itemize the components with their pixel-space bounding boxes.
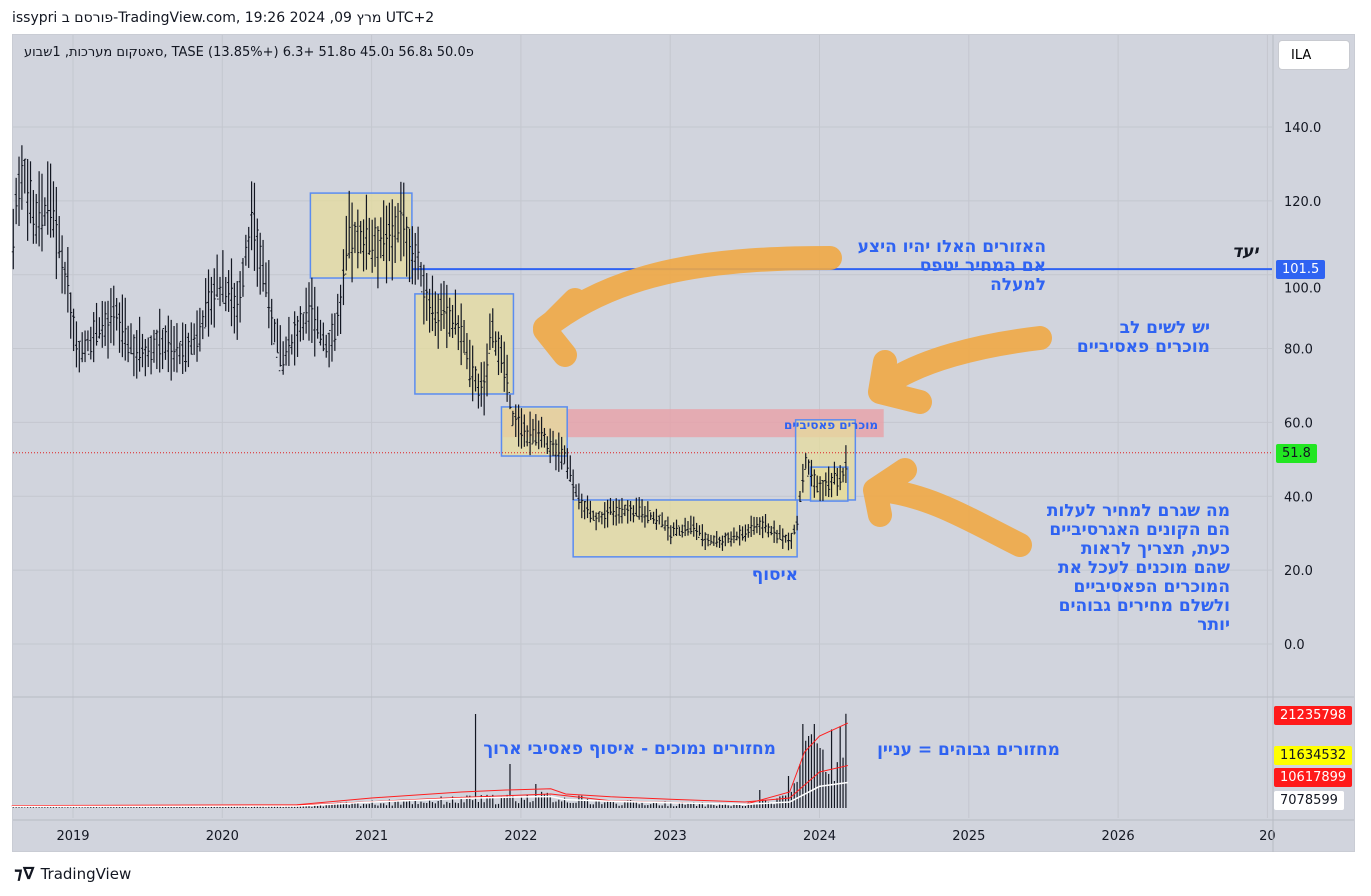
range-box bbox=[500, 406, 568, 457]
range-box bbox=[414, 293, 515, 395]
target-price-tag: 101.5 bbox=[1276, 260, 1326, 279]
y-tick-label: 20.0 bbox=[1284, 564, 1313, 579]
published-header: issypri פורסם ב-TradingView.com, מרץ 09,… bbox=[12, 10, 435, 26]
x-tick-label: 2026 bbox=[1102, 829, 1135, 844]
currency-button[interactable]: ILA bbox=[1278, 40, 1350, 70]
volume-ma-line-ma-long bbox=[11, 765, 848, 807]
x-tick-label: 2022 bbox=[504, 829, 537, 844]
y-tick-label: 60.0 bbox=[1284, 416, 1313, 431]
high-volume-note: מחזורים גבוהים = עניין bbox=[877, 740, 1060, 760]
x-tick-label: 2019 bbox=[56, 829, 89, 844]
volume-tag: 11634532 bbox=[1274, 746, 1353, 765]
attention-note: יש לשים לב מוכרים פאסיביים bbox=[1076, 318, 1210, 357]
x-tick-label: 2021 bbox=[355, 829, 388, 844]
accumulation-label: איסוף bbox=[751, 565, 798, 585]
low-volume-note: מחזורים נמוכים - איסוף פאסיבי ארוך bbox=[483, 739, 776, 759]
x-tick-label: 2025 bbox=[952, 829, 985, 844]
passive-sellers-label: מוכרים פאסיביים bbox=[784, 418, 878, 432]
y-tick-label: 120.0 bbox=[1284, 195, 1321, 210]
y-tick-label: 140.0 bbox=[1284, 121, 1321, 136]
tradingview-logo[interactable]: ⁊∇ TradingView bbox=[14, 864, 131, 884]
volume-ma-tag: 10617899 bbox=[1274, 768, 1353, 787]
last-price-tag: 51.8 bbox=[1276, 444, 1317, 463]
x-tick-label: 20 bbox=[1259, 829, 1276, 844]
x-tick-label: 2020 bbox=[206, 829, 239, 844]
x-tick-label: 2024 bbox=[803, 829, 836, 844]
volume-ma-tag: 7078599 bbox=[1274, 791, 1344, 810]
volume-ma-tag: 21235798 bbox=[1274, 706, 1353, 725]
tradingview-logo-icon: ⁊∇ bbox=[14, 864, 35, 884]
target-label: יעד bbox=[1232, 242, 1259, 262]
arrow-to-supply bbox=[533, 246, 842, 367]
x-tick-label: 2023 bbox=[654, 829, 687, 844]
symbol-legend: סאטקום מערכות, 1שבוע, TASE פ50.0 ג56.8 נ… bbox=[24, 45, 474, 60]
resistance-note: האזורים האלו יהיו היצע אם המחיר יטפס למע… bbox=[857, 237, 1046, 295]
y-tick-label: 100.0 bbox=[1284, 282, 1321, 297]
y-tick-label: 40.0 bbox=[1284, 490, 1313, 505]
y-tick-label: 0.0 bbox=[1284, 638, 1305, 653]
y-tick-label: 80.0 bbox=[1284, 343, 1313, 358]
arrow-to-buyers bbox=[863, 458, 1032, 557]
brand-name: TradingView bbox=[40, 865, 132, 883]
arrow-to-passive-sellers bbox=[868, 326, 1052, 414]
volume-average-line bbox=[11, 781, 848, 808]
chart-area[interactable] bbox=[12, 34, 1355, 852]
buyers-note: מה שגרם למחיר לעלות הם הקונים האגרסיביים… bbox=[1046, 501, 1230, 635]
